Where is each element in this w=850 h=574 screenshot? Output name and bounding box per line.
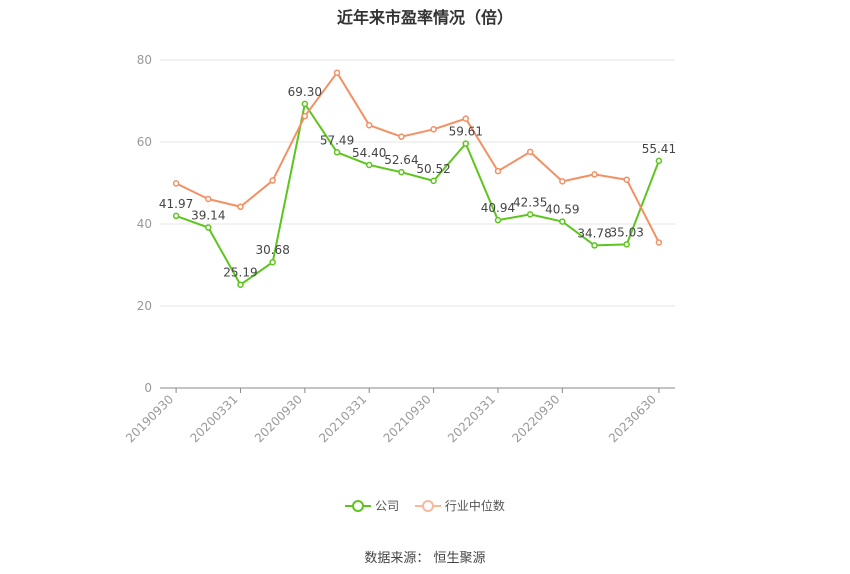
industry-median-data-point: [494, 167, 502, 175]
legend-marker-industry-median: [414, 499, 441, 512]
legend-item-company[interactable]: 公司: [345, 497, 399, 514]
company-data-point: [237, 281, 244, 288]
industry-median-data-point: [269, 177, 276, 184]
industry-median-data-point: [172, 180, 180, 187]
company-data-label: 42.35: [513, 195, 547, 209]
x-tick-label: 20230630: [606, 392, 659, 445]
company-data-label: 34.78: [577, 226, 611, 240]
company-data-label: 40.59: [545, 203, 579, 217]
company-data-point: [365, 161, 373, 169]
company-data-point: [269, 258, 276, 266]
y-tick-label: 20: [137, 299, 152, 313]
industry-median-data-point: [559, 178, 566, 185]
industry-median-data-point: [655, 239, 663, 246]
legend: 公司 行业中位数: [0, 497, 850, 515]
industry-median-data-point: [623, 176, 630, 183]
industry-median-data-point: [591, 171, 598, 178]
company-data-point: [526, 211, 534, 218]
y-tick-label: 40: [137, 217, 152, 231]
company-data-label: 30.68: [255, 243, 289, 257]
x-tick-label: 20220930: [509, 392, 562, 445]
industry-median-data-point: [398, 133, 405, 140]
x-tick-label: 20200331: [188, 392, 241, 445]
data-source-note: 数据来源： 恒生聚源: [364, 551, 486, 566]
axis-layer: 0 20 40 60 80 20190930 20200331 20200930 2021033…: [123, 53, 675, 445]
company-data-label: 50.52: [416, 162, 450, 176]
chart-title: 近年来市盈率情况（倍）: [336, 8, 513, 27]
company-data-point: [559, 218, 566, 225]
x-tick-label: 20210930: [381, 392, 434, 445]
industry-median-data-point: [333, 69, 341, 76]
company-data-label: 52.64: [384, 153, 418, 167]
company-data-point: [655, 157, 663, 165]
x-tick-label: 20200930: [252, 392, 305, 445]
company-data-point: [301, 100, 309, 108]
company-data-label: 25.19: [223, 266, 257, 280]
company-data-label: 55.41: [642, 142, 676, 156]
series-layer: [172, 69, 663, 288]
x-tick-label: 20220331: [445, 392, 498, 445]
legend-item-industry-median[interactable]: 行业中位数: [414, 497, 505, 514]
industry-median-data-point: [365, 121, 373, 129]
company-data-label: 57.49: [320, 133, 354, 147]
company-data-label: 59.61: [449, 125, 483, 139]
industry-median-data-point: [205, 195, 212, 203]
company-data-point: [172, 212, 180, 220]
industry-median-data-point: [237, 203, 244, 211]
legend-marker-company: [345, 499, 372, 512]
legend-label-company: 公司: [375, 499, 400, 513]
company-data-point: [430, 177, 437, 185]
line-chart: 0 20 40 60 80 20190930 20200331 20200930 2021033…: [123, 53, 676, 445]
company-data-label: 69.30: [288, 85, 322, 99]
company-data-label: 54.40: [352, 146, 386, 160]
industry-median-data-point: [462, 115, 470, 122]
company-data-point: [494, 216, 502, 224]
company-series-line: [175, 102, 660, 286]
x-tick-label: 20190930: [123, 392, 176, 445]
industry-median-series-line: [175, 71, 660, 243]
company-data-point: [462, 140, 470, 147]
industry-median-data-point: [526, 148, 534, 156]
company-data-label: 40.94: [481, 201, 515, 215]
company-data-label: 35.03: [610, 225, 644, 239]
y-tick-label: 0: [144, 381, 152, 395]
company-data-point: [591, 242, 598, 249]
company-data-point: [623, 241, 630, 248]
industry-median-data-point: [301, 112, 309, 120]
y-tick-label: 80: [137, 53, 152, 67]
y-tick-label: 60: [137, 135, 152, 149]
x-tick-label: 20210331: [316, 392, 369, 445]
grid-layer: [160, 59, 675, 307]
company-data-label: 39.14: [191, 209, 225, 223]
company-data-point: [333, 149, 341, 156]
company-data-label: 41.97: [159, 197, 193, 211]
legend-label-industry-median: 行业中位数: [444, 499, 505, 513]
company-data-point: [205, 224, 212, 231]
industry-median-data-point: [430, 126, 437, 133]
company-data-point: [398, 168, 405, 176]
